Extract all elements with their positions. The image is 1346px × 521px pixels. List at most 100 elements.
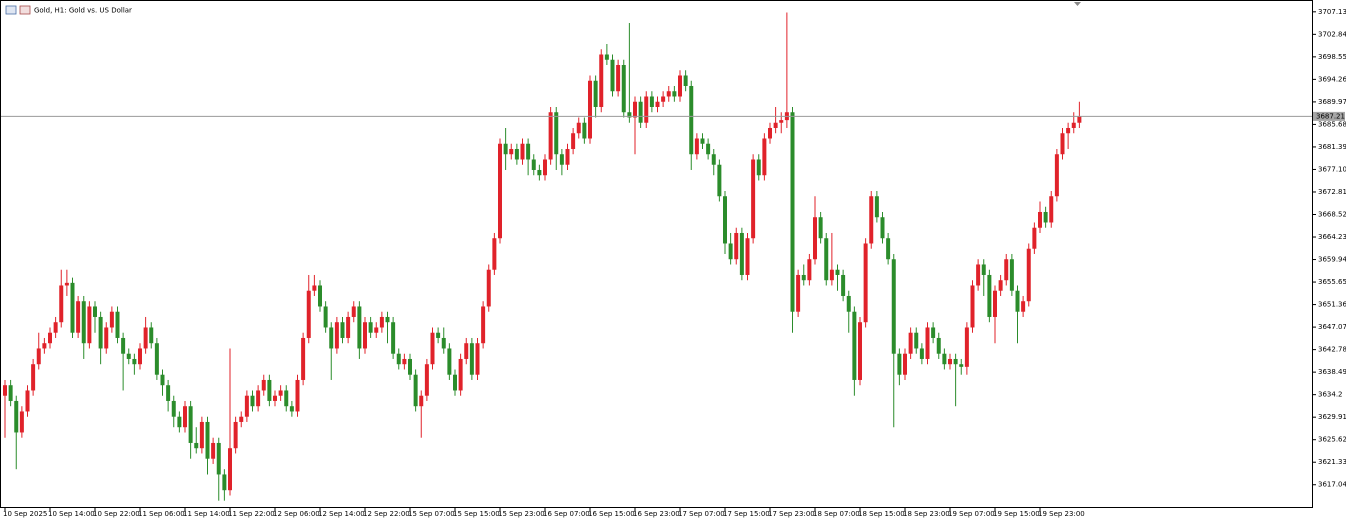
candle-body — [964, 327, 969, 367]
candle-body — [278, 390, 283, 396]
candle-body — [1066, 127, 1071, 134]
x-tick-label: 15 Sep 23:00 — [498, 510, 545, 518]
y-tick-label: 3702.84 — [1318, 30, 1346, 38]
x-tick-label: 16 Sep 15:00 — [588, 510, 635, 518]
candle-body — [633, 101, 637, 118]
candle-body — [132, 358, 137, 365]
candle-body — [824, 238, 829, 281]
candle-body — [768, 127, 772, 139]
candle-body — [914, 332, 919, 349]
candle-body — [897, 353, 902, 375]
y-tick-label: 3659.94 — [1318, 256, 1346, 264]
candle-body — [559, 154, 564, 165]
candle-body — [363, 322, 367, 349]
candle-body — [1021, 301, 1026, 312]
x-tick-label: 19 Sep 23:00 — [1038, 510, 1085, 518]
y-tick-label: 3629.91 — [1318, 413, 1346, 421]
candle-body — [98, 316, 103, 349]
candle-body — [379, 316, 384, 328]
candle-body — [993, 290, 997, 317]
candle-body — [627, 112, 632, 118]
candle-body — [171, 400, 176, 417]
candle-body — [886, 238, 891, 260]
candle-body — [498, 143, 502, 239]
candle-body — [402, 358, 407, 365]
candle-body — [543, 159, 547, 176]
candle-body — [436, 332, 441, 338]
candle-body — [447, 348, 452, 375]
candle-body — [565, 148, 570, 165]
candle-body — [987, 274, 992, 317]
candle-body — [801, 274, 806, 281]
icon — [19, 5, 31, 15]
x-tick-label: 15 Sep 07:00 — [408, 510, 455, 518]
candle-body — [841, 274, 846, 296]
y-tick-label: 3672.81 — [1318, 188, 1346, 196]
y-tick-label: 3647.07 — [1318, 323, 1346, 331]
y-tick-label: 3617.04 — [1318, 481, 1346, 489]
candle-body — [323, 306, 328, 328]
current-price-box — [1313, 111, 1345, 121]
candle-body — [599, 54, 604, 107]
candle-body — [689, 85, 694, 155]
candle-body — [385, 316, 390, 323]
candle-body — [138, 348, 142, 365]
y-tick-label: 3698.55 — [1318, 53, 1346, 61]
candle-body — [93, 306, 97, 317]
candle-body — [1032, 227, 1037, 249]
candle-body — [183, 406, 187, 428]
candle-body — [464, 343, 469, 359]
candle-body — [8, 385, 13, 401]
candle-body — [829, 269, 834, 281]
y-tick-label: 3685.68 — [1318, 120, 1346, 128]
candle-body — [104, 327, 109, 349]
candle-body — [14, 400, 19, 433]
candle-body — [357, 306, 362, 349]
candle-body — [284, 390, 289, 407]
candle-body — [143, 327, 148, 349]
candle-body — [644, 96, 649, 123]
candle-body — [42, 343, 47, 349]
title-icons — [5, 5, 31, 15]
x-tick-label: 19 Sep 07:00 — [948, 510, 995, 518]
candle-body — [751, 159, 756, 239]
y-tick-label: 3689.97 — [1318, 98, 1346, 106]
candle-body — [818, 217, 823, 239]
candle-body — [31, 364, 36, 391]
x-tick-label: 11 Sep 14:00 — [183, 510, 230, 518]
candle-body — [475, 343, 480, 375]
candle-body — [87, 306, 92, 344]
candle-body — [486, 269, 491, 307]
candle-body — [903, 353, 907, 375]
candle-body — [948, 358, 952, 365]
plot-frame — [0, 0, 1313, 508]
x-tick-label: 16 Sep 07:00 — [543, 510, 590, 518]
candle-body — [891, 259, 896, 354]
y-tick-label: 3694.26 — [1318, 75, 1346, 83]
candle-body — [481, 306, 486, 344]
x-tick-label: 17 Sep 07:00 — [678, 510, 725, 518]
x-tick-label: 11 Sep 06:00 — [138, 510, 185, 518]
candle-body — [408, 358, 412, 375]
candle-body — [19, 411, 24, 433]
candle-body — [430, 332, 435, 365]
candle-body — [228, 448, 232, 491]
candle-body — [154, 343, 159, 375]
candle-body — [177, 416, 182, 428]
candle-body — [1009, 259, 1014, 291]
icon — [5, 5, 17, 15]
candle-body — [998, 280, 1003, 291]
y-tick-label: 3668.52 — [1318, 210, 1346, 218]
x-tick-label: 12 Sep 06:00 — [273, 510, 320, 518]
candle-body — [413, 374, 418, 407]
candle-body — [1038, 211, 1042, 228]
x-tick-label: 12 Sep 14:00 — [318, 510, 365, 518]
candle-body — [858, 322, 862, 380]
candle-body — [852, 311, 857, 380]
candle-body — [1077, 116, 1082, 123]
candle-body — [346, 316, 351, 338]
candle-body — [261, 379, 266, 391]
candle-body — [728, 243, 733, 260]
candle-body — [666, 91, 671, 97]
